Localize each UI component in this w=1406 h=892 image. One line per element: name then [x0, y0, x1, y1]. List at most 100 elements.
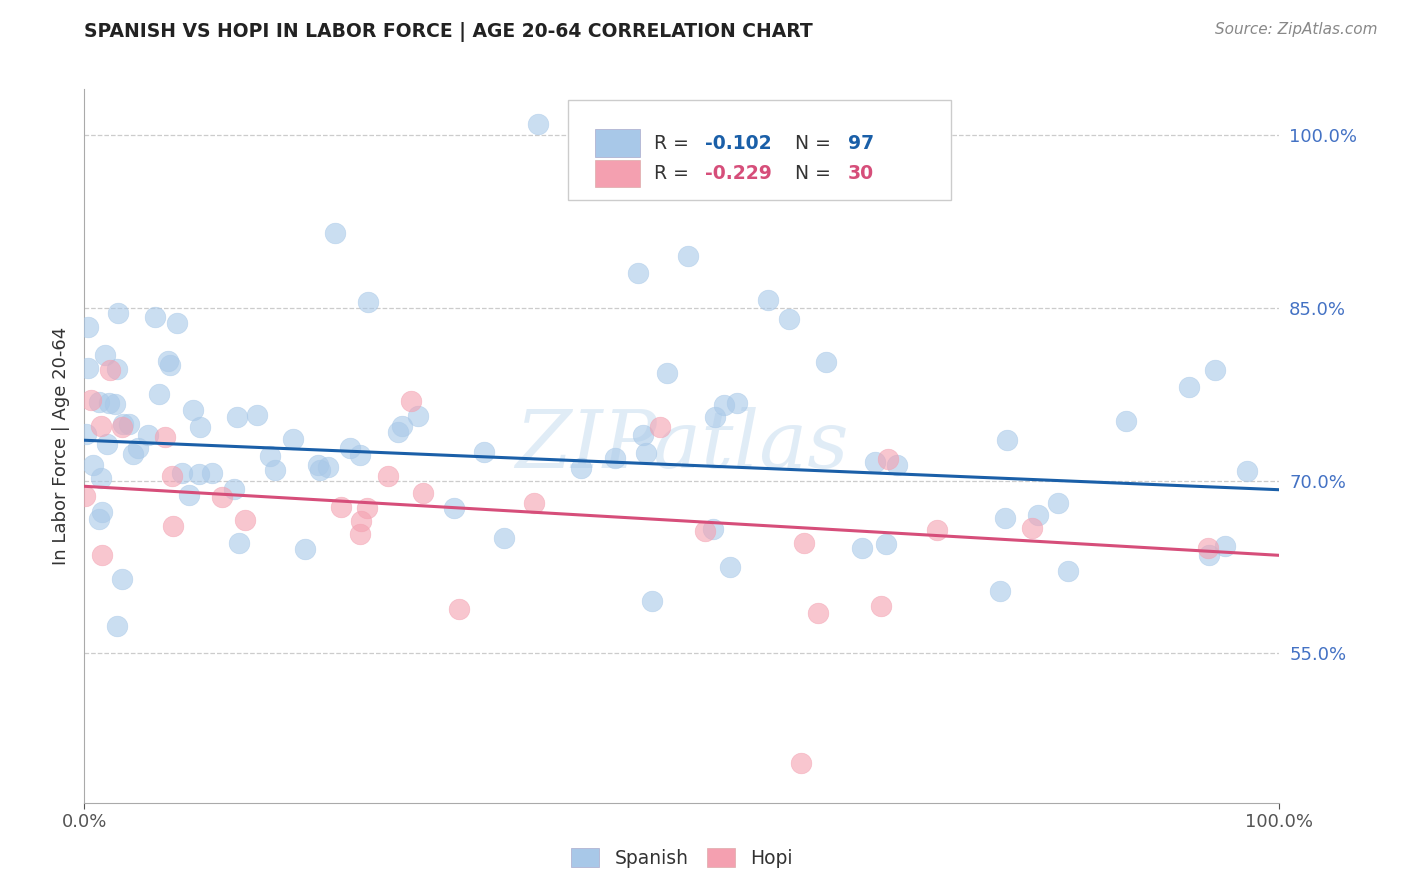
- Point: [1236, 464, 1258, 478]
- Text: SPANISH VS HOPI IN LABOR FORCE | AGE 20-64 CORRELATION CHART: SPANISH VS HOPI IN LABOR FORCE | AGE 20-…: [84, 22, 813, 42]
- Point: [110, 420, 132, 434]
- Text: R =: R =: [654, 164, 696, 184]
- Point: [143, 310, 166, 325]
- Point: [648, 420, 671, 434]
- Point: [105, 362, 128, 376]
- Point: [569, 461, 592, 475]
- Point: [443, 500, 465, 515]
- Point: [80, 392, 103, 407]
- Point: [330, 500, 353, 515]
- Point: [90, 505, 112, 519]
- Point: [876, 452, 898, 467]
- Point: [995, 434, 1018, 448]
- Point: [1057, 564, 1080, 578]
- Point: [122, 447, 145, 461]
- Point: [222, 482, 245, 496]
- Text: ZIPatlas: ZIPatlas: [515, 408, 849, 484]
- Point: [294, 542, 316, 557]
- Point: [259, 449, 281, 463]
- Point: [627, 266, 650, 280]
- Point: [166, 316, 188, 330]
- Point: [98, 396, 121, 410]
- Point: [851, 541, 873, 555]
- Point: [631, 427, 654, 442]
- Point: [159, 358, 181, 372]
- Point: [148, 387, 170, 401]
- Point: [98, 362, 121, 376]
- Point: [702, 522, 724, 536]
- Point: [636, 446, 658, 460]
- Text: -0.229: -0.229: [704, 164, 772, 184]
- Point: [308, 458, 330, 473]
- Point: [226, 409, 249, 424]
- Point: [323, 226, 346, 240]
- Point: [927, 523, 949, 537]
- Point: [82, 458, 104, 472]
- Point: [111, 573, 134, 587]
- Point: [527, 117, 550, 131]
- Point: [111, 417, 134, 432]
- Point: [233, 513, 256, 527]
- Point: [211, 490, 233, 504]
- Point: [875, 537, 897, 551]
- Point: [1204, 363, 1226, 377]
- Text: -0.102: -0.102: [704, 134, 772, 153]
- Point: [793, 536, 815, 550]
- Point: [339, 441, 361, 455]
- Point: [399, 394, 422, 409]
- Point: [162, 469, 184, 483]
- Point: [283, 432, 305, 446]
- Point: [523, 496, 546, 510]
- Point: [188, 420, 211, 434]
- Point: [713, 398, 735, 412]
- Text: 97: 97: [848, 134, 875, 153]
- Point: [357, 295, 380, 310]
- Point: [157, 353, 180, 368]
- Legend: Spanish, Hopi: Spanish, Hopi: [564, 840, 800, 875]
- Point: [657, 366, 679, 380]
- Text: N =: N =: [783, 134, 838, 153]
- Point: [201, 466, 224, 480]
- Point: [1197, 541, 1219, 555]
- Point: [105, 619, 128, 633]
- Point: [1213, 539, 1236, 553]
- Text: N =: N =: [783, 164, 838, 184]
- Y-axis label: In Labor Force | Age 20-64: In Labor Force | Age 20-64: [52, 326, 70, 566]
- Point: [136, 427, 159, 442]
- Point: [127, 441, 149, 455]
- Point: [387, 425, 409, 439]
- Point: [104, 396, 127, 410]
- Point: [155, 430, 177, 444]
- Point: [779, 312, 801, 326]
- Point: [815, 354, 838, 368]
- Point: [863, 455, 886, 469]
- Point: [408, 409, 430, 423]
- Point: [870, 599, 893, 613]
- Point: [246, 409, 269, 423]
- Point: [988, 584, 1011, 599]
- Point: [162, 518, 184, 533]
- Point: [377, 469, 399, 483]
- Point: [118, 417, 141, 431]
- Point: [87, 395, 110, 409]
- Point: [1198, 548, 1220, 562]
- Point: [349, 448, 371, 462]
- Text: 30: 30: [848, 164, 875, 184]
- Point: [77, 361, 100, 376]
- Point: [790, 756, 813, 770]
- Text: Source: ZipAtlas.com: Source: ZipAtlas.com: [1215, 22, 1378, 37]
- Point: [1047, 495, 1070, 509]
- Point: [187, 467, 209, 482]
- FancyBboxPatch shape: [595, 161, 640, 187]
- Point: [994, 511, 1017, 525]
- Point: [641, 594, 664, 608]
- Point: [172, 466, 194, 480]
- Point: [756, 293, 779, 307]
- Point: [75, 427, 97, 442]
- Point: [87, 512, 110, 526]
- Point: [391, 418, 413, 433]
- Point: [412, 486, 434, 500]
- Point: [264, 463, 287, 477]
- Point: [693, 524, 716, 539]
- Text: R =: R =: [654, 134, 696, 153]
